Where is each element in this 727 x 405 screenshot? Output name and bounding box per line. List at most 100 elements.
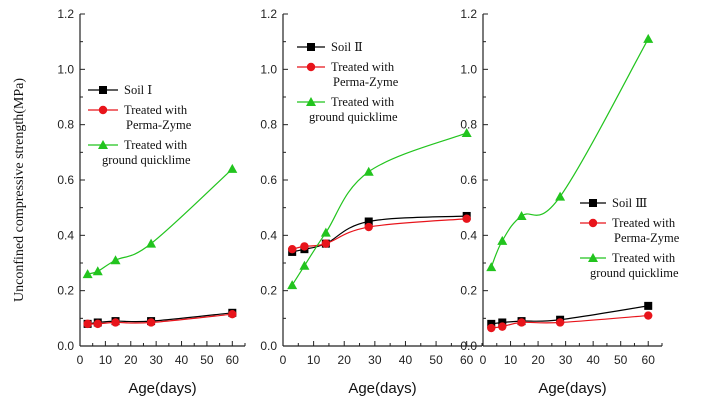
x-tick-label: 50 — [429, 353, 443, 367]
panel-soil-3: 0.0 0.2 0.4 0.6 0.8 1.0 1.2 0 10 20 30 40 50 60 Age(da… — [460, 7, 679, 397]
y-tick-label: 0.6 — [260, 173, 277, 187]
series-1 — [83, 308, 237, 328]
series-2 — [83, 309, 237, 329]
legend-label: Perma-Zyme — [126, 118, 192, 132]
y-tick-label: 1.0 — [460, 62, 477, 76]
y-tick-label: 0.4 — [460, 228, 477, 242]
x-tick-label: 20 — [531, 353, 545, 367]
data-point — [486, 262, 497, 272]
y-tick-label: 1.0 — [260, 62, 277, 76]
data-point — [146, 318, 156, 327]
data-point — [321, 239, 331, 248]
legend-label: ground quicklime — [102, 153, 191, 167]
x-tick-label: 10 — [99, 353, 113, 367]
series-line — [491, 305, 649, 325]
legend-label: Treated with — [331, 95, 395, 109]
x-tick-label: 30 — [149, 353, 163, 367]
data-point — [498, 322, 507, 331]
y-tick-label: 0.2 — [460, 284, 477, 298]
data-point — [487, 323, 496, 333]
y-tick-label: 0.8 — [460, 118, 477, 132]
series-2 — [487, 311, 653, 333]
data-point — [517, 318, 526, 327]
series-2 — [287, 214, 471, 254]
legend-label: Treated with — [124, 138, 188, 152]
data-point — [555, 191, 566, 201]
data-point — [644, 311, 653, 320]
series-3 — [82, 163, 238, 279]
axes: 0.0 0.2 0.4 0.6 0.8 1.0 1.2 0 10 20 30 40 50 60 Age(da… — [260, 7, 483, 397]
x-tick-label: 20 — [338, 353, 352, 367]
legend-marker — [99, 86, 107, 94]
data-point — [364, 217, 373, 226]
legend-label: Perma-Zyme — [614, 231, 680, 245]
x-tick-label: 0 — [77, 353, 84, 367]
data-point — [516, 210, 527, 220]
legend-marker — [98, 140, 108, 149]
data-point — [93, 319, 102, 329]
legend-marker — [588, 218, 598, 228]
y-tick-label: 0.4 — [57, 228, 74, 242]
x-tick-label: 0 — [280, 353, 287, 367]
series-line — [87, 168, 233, 275]
y-tick-label: 0.0 — [460, 339, 477, 353]
x-tick-label: 30 — [368, 353, 382, 367]
legend-marker — [307, 43, 315, 51]
data-point — [146, 238, 157, 248]
x-tick-label: 60 — [226, 353, 240, 367]
x-axis-label: Age(days) — [348, 380, 416, 397]
y-tick-label: 0.6 — [460, 173, 477, 187]
data-point — [643, 33, 654, 43]
x-tick-label: 30 — [559, 353, 573, 367]
legend-marker — [98, 105, 108, 115]
y-tick-label: 0.0 — [260, 339, 277, 353]
x-tick-label: 40 — [399, 353, 413, 367]
x-tick-label: 40 — [586, 353, 600, 367]
x-tick-label: 60 — [460, 353, 474, 367]
y-tick-label: 1.2 — [57, 7, 74, 21]
series-line — [292, 215, 467, 253]
y-tick-label: 0.8 — [57, 118, 74, 132]
data-point — [497, 235, 508, 245]
y-tick-label: 0.2 — [57, 284, 74, 298]
legend-label: Treated with — [124, 103, 188, 117]
y-axis-label: Unconfined compressive strength(MPa) — [12, 78, 27, 302]
y-tick-label: 0.4 — [260, 228, 277, 242]
legend-label: Soil Ⅲ — [612, 196, 647, 210]
data-point — [227, 163, 238, 173]
data-point — [287, 280, 298, 290]
x-tick-label: 40 — [175, 353, 189, 367]
legend-label: Soil Ⅱ — [331, 40, 363, 54]
data-point — [110, 255, 121, 265]
data-point — [228, 309, 237, 319]
series-line — [291, 132, 467, 286]
panel-soil-1: 0.0 0.2 0.4 0.6 0.8 1.0 1.2 0 10 20 30 40 50 60 Age(da… — [57, 7, 246, 397]
data-point — [461, 127, 472, 137]
x-tick-label: 10 — [307, 353, 321, 367]
axes: 0.0 0.2 0.4 0.6 0.8 1.0 1.2 0 10 20 30 40 50 60 Age(da… — [57, 7, 246, 397]
x-axis-label: Age(days) — [128, 380, 196, 397]
data-point — [644, 301, 653, 310]
series-3 — [287, 127, 472, 290]
legend-label: ground quicklime — [309, 110, 398, 124]
x-tick-label: 50 — [614, 353, 628, 367]
legend-label: Treated with — [331, 60, 395, 74]
x-tick-label: 20 — [124, 353, 138, 367]
legend-marker — [306, 97, 316, 106]
x-axis-label: Age(days) — [538, 380, 606, 397]
legend-label: ground quicklime — [590, 266, 679, 280]
y-tick-label: 0.0 — [57, 339, 74, 353]
panel-soil-2: 0.0 0.2 0.4 0.6 0.8 1.0 1.2 0 10 20 30 40 50 60 Age(da… — [260, 7, 483, 397]
data-point — [82, 269, 93, 279]
data-point — [462, 214, 471, 223]
axes: 0.0 0.2 0.4 0.6 0.8 1.0 1.2 0 10 20 30 40 50 60 Age(da… — [460, 7, 663, 397]
series-3 — [486, 33, 654, 272]
data-point — [299, 260, 310, 270]
series-line — [490, 38, 649, 268]
x-tick-label: 60 — [642, 353, 656, 367]
legend-label: Treated with — [612, 216, 676, 230]
legend-label: Treated with — [612, 251, 676, 265]
data-point — [555, 318, 565, 327]
legend-marker — [588, 253, 598, 262]
